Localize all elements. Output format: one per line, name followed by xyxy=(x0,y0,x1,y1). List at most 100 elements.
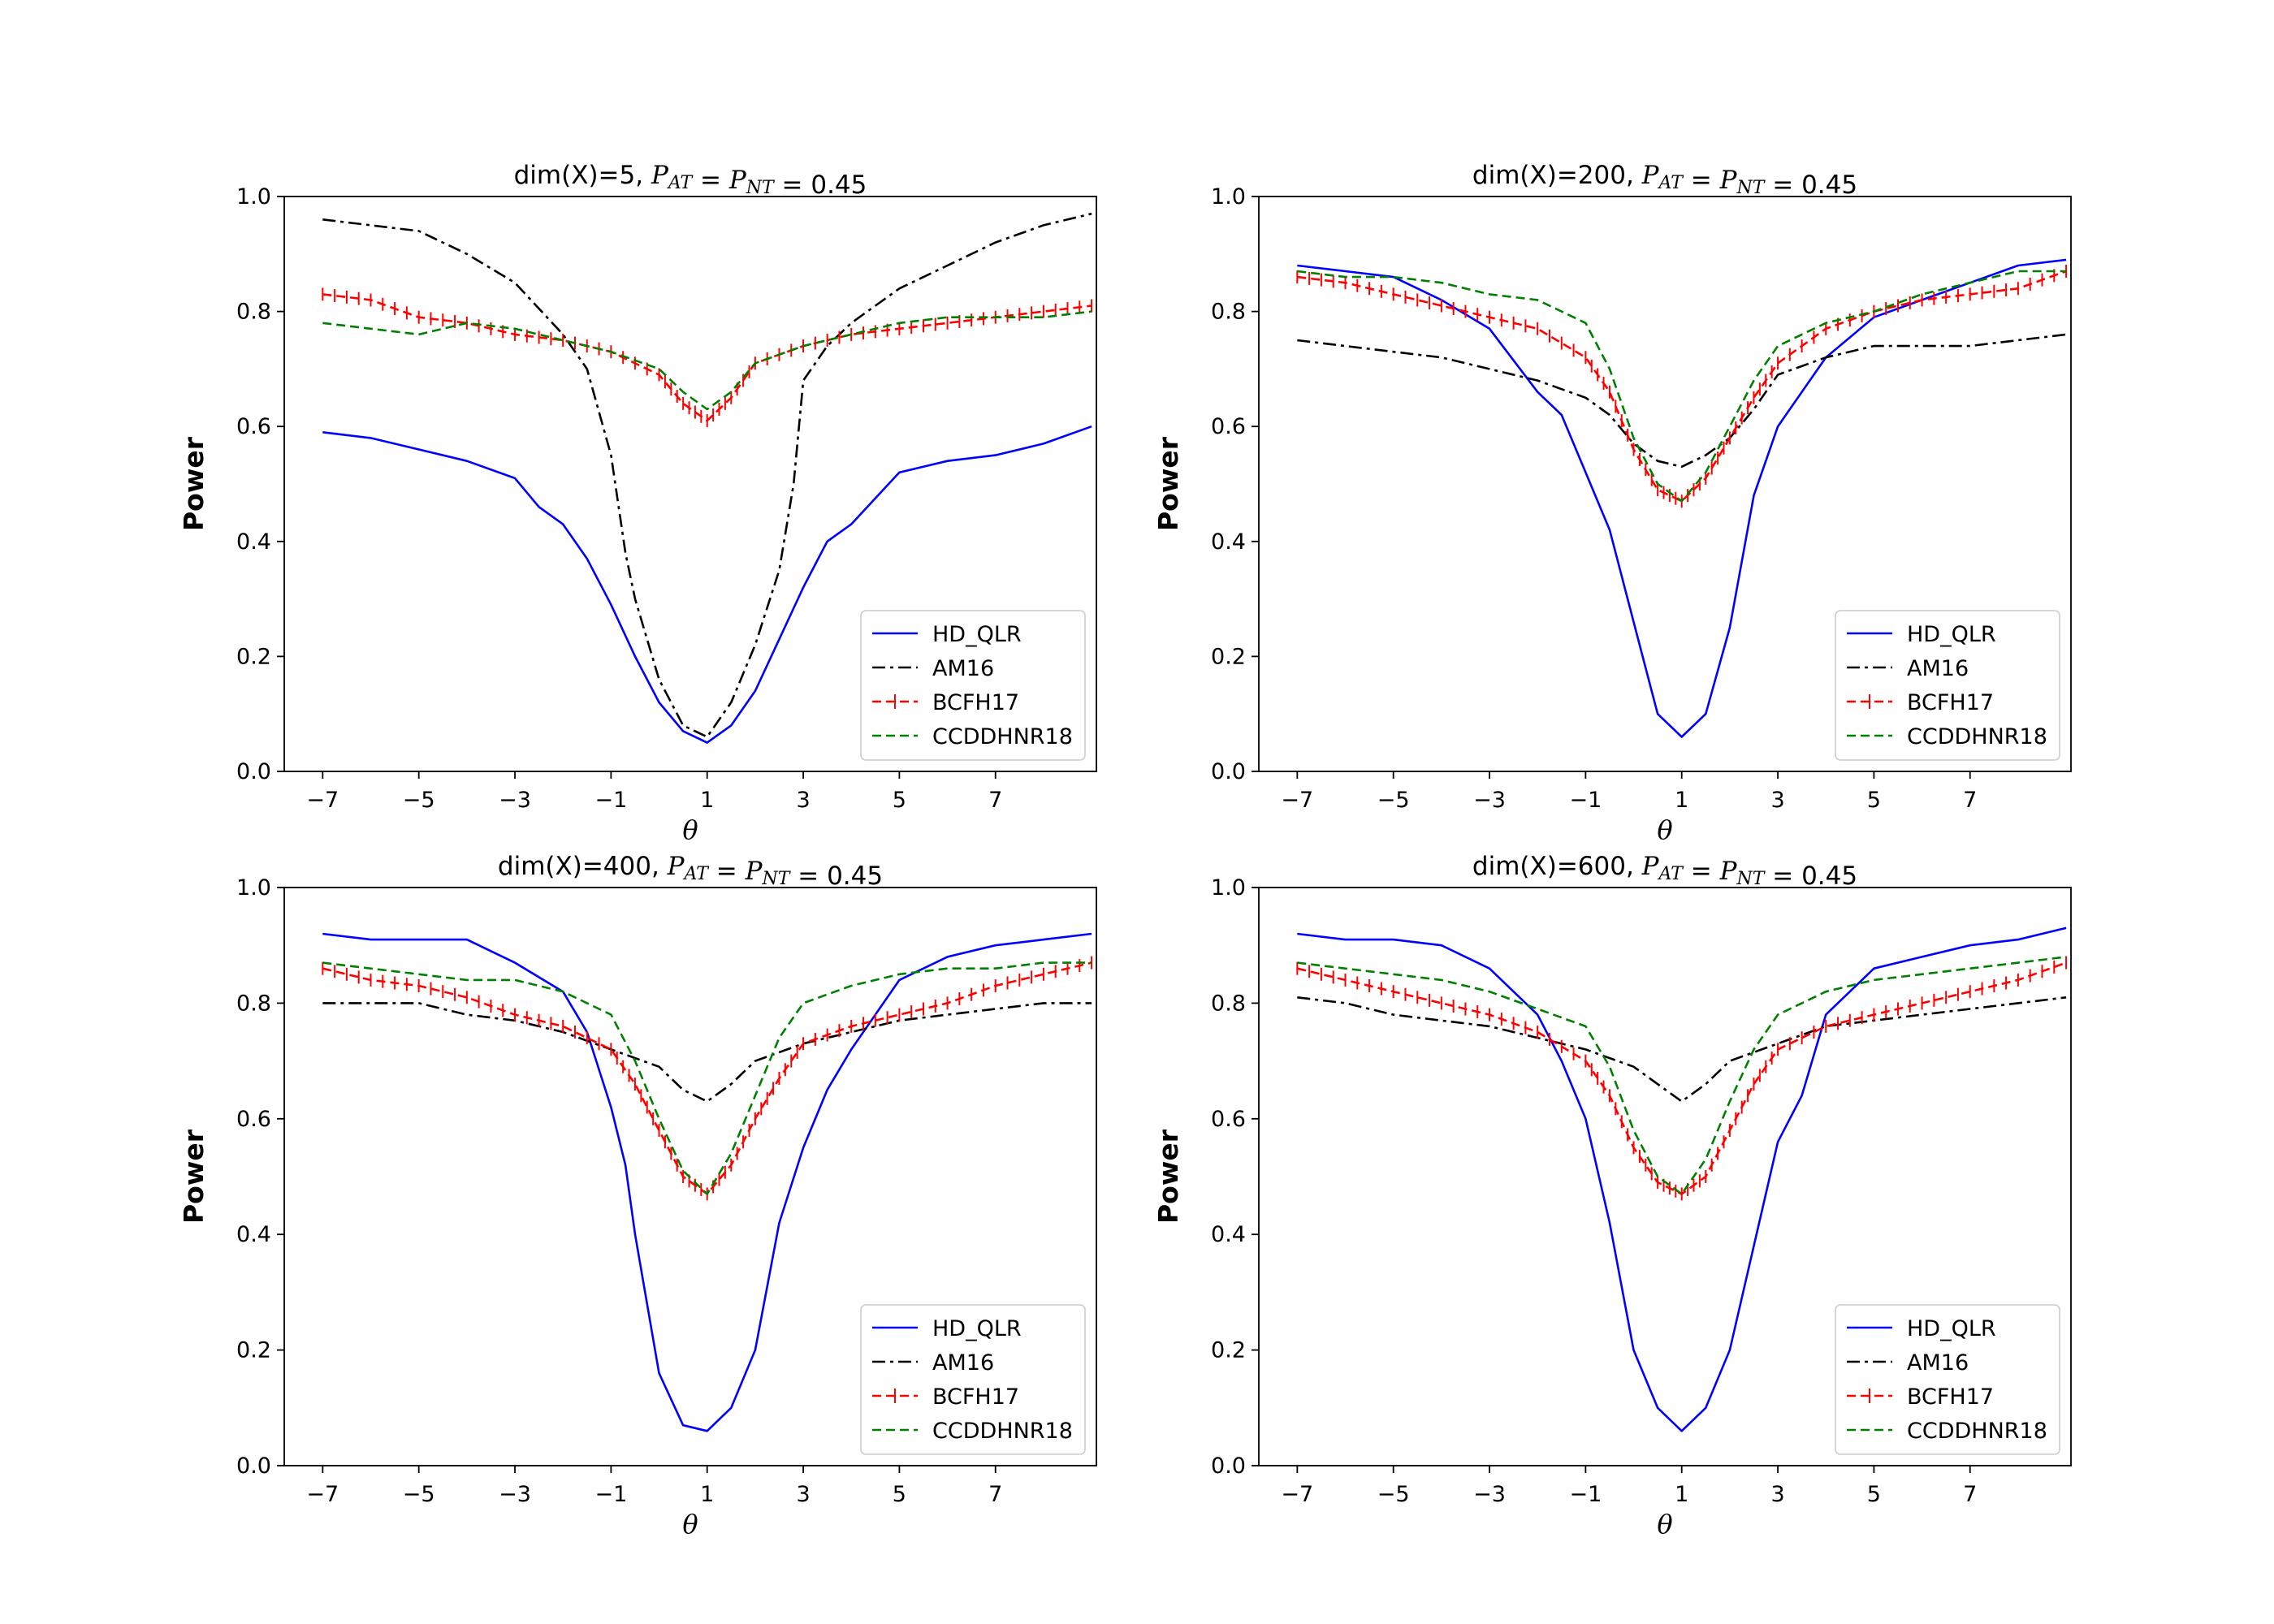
x-tick-label: −3 xyxy=(1473,788,1506,813)
x-tick-label: −1 xyxy=(1569,1482,1602,1507)
x-tick-label: 3 xyxy=(1770,788,1784,813)
x-tick-label: −7 xyxy=(1281,1482,1313,1507)
y-tick-label: 0.8 xyxy=(236,991,271,1016)
y-tick-label: 0.4 xyxy=(236,529,271,555)
series-line-hd_qlr xyxy=(1297,926,2067,1432)
subplot-title: dim(X)=400, PAT = PNT = 0.45 xyxy=(498,852,883,891)
x-tick-label: 7 xyxy=(1963,1482,1977,1507)
legend-box xyxy=(860,610,1086,761)
series-line-bcfh17 xyxy=(1296,961,2067,1195)
x-tick-label: 1 xyxy=(1675,1482,1688,1507)
legend: HD_QLR AM16 BCFH17 CCDDHNR18 xyxy=(860,1304,1086,1455)
series-line-am16 xyxy=(322,212,1092,738)
subplot-4: 0.0 0.2 0.4 0.6 0.8 1.0 −7 −5 −3 −1 1 3 5 7 θ Power dim(… xyxy=(1152,852,2072,1540)
y-tick-label: 0.6 xyxy=(236,1107,271,1132)
x-tick-label: 3 xyxy=(796,788,810,813)
legend-label: AM16 xyxy=(932,656,994,681)
subplot-title: dim(X)=5, PAT = PNT = 0.45 xyxy=(514,161,867,200)
legend-label: BCFH17 xyxy=(1907,690,1994,715)
y-tick-label: 0.2 xyxy=(1211,644,1246,669)
y-tick-label: 1.0 xyxy=(1211,875,1246,901)
x-tick-label: −1 xyxy=(594,788,627,813)
x-tick-label: −5 xyxy=(403,1482,435,1507)
y-tick-label: 0.0 xyxy=(236,759,271,784)
y-tick-label: 0.4 xyxy=(1211,529,1246,555)
y-tick-label: 1.0 xyxy=(236,184,271,209)
legend-box xyxy=(1835,610,2060,761)
x-tick-label: 3 xyxy=(796,1482,810,1507)
x-tick-label: 1 xyxy=(700,788,714,813)
y-tick-label: 0.2 xyxy=(236,1338,271,1363)
y-tick-label: 1.0 xyxy=(1211,184,1246,209)
legend-label: HD_QLR xyxy=(932,1316,1022,1341)
axes-frame xyxy=(283,196,1097,772)
legend-label: AM16 xyxy=(1907,1350,1969,1376)
legend-label: HD_QLR xyxy=(1907,622,1996,647)
x-tick-label: 5 xyxy=(1867,788,1881,813)
x-tick-label: 3 xyxy=(1770,1482,1784,1507)
series-line-bcfh17 xyxy=(322,293,1092,422)
legend-label: CCDDHNR18 xyxy=(932,1419,1073,1444)
x-axis-label: θ xyxy=(1657,1509,1672,1540)
x-tick-label: 5 xyxy=(1867,1482,1881,1507)
legend-label: HD_QLR xyxy=(932,622,1022,647)
axes-frame xyxy=(283,887,1097,1466)
series-line-ccddhnr18 xyxy=(1297,270,2067,503)
x-tick-label: −7 xyxy=(306,788,339,813)
legend-label: AM16 xyxy=(932,1350,994,1376)
series-line-ccddhnr18 xyxy=(322,961,1092,1195)
y-tick-label: 1.0 xyxy=(236,875,271,901)
legend-label: HD_QLR xyxy=(1907,1316,1996,1341)
y-tick-label: 0.8 xyxy=(236,300,271,325)
x-tick-label: −1 xyxy=(594,1482,627,1507)
subplot-1: 0.0 0.2 0.4 0.6 0.8 1.0 −7 −5 −3 −1 1 3 5 7 θ Power dim(… xyxy=(178,161,1097,845)
x-tick-label: −3 xyxy=(499,1482,531,1507)
y-axis-label: Power xyxy=(1152,436,1184,531)
y-axis-label: Power xyxy=(178,436,210,531)
y-tick-label: 0.6 xyxy=(1211,414,1246,439)
series-line-bcfh17 xyxy=(1297,270,2067,503)
x-tick-label: 5 xyxy=(893,788,906,813)
y-tick-label: 0.0 xyxy=(1211,759,1246,784)
series-line-ccddhnr18 xyxy=(1297,956,2067,1195)
legend-label: CCDDHNR18 xyxy=(1907,724,2047,749)
series-line-am16 xyxy=(1297,996,2067,1103)
x-tick-label: 1 xyxy=(1675,788,1688,813)
legend-label: CCDDHNR18 xyxy=(1907,1419,2047,1444)
x-tick-label: −7 xyxy=(306,1482,339,1507)
x-axis-label: θ xyxy=(682,814,698,845)
legend-label: BCFH17 xyxy=(932,690,1019,715)
y-axis-label: Power xyxy=(178,1129,210,1224)
legend-label: CCDDHNR18 xyxy=(932,724,1073,749)
subplot-2: 0.0 0.2 0.4 0.6 0.8 1.0 −7 −5 −3 −1 1 3 5 7 θ Power dim(… xyxy=(1152,161,2072,845)
y-tick-label: 0.6 xyxy=(236,414,271,439)
legend-label: BCFH17 xyxy=(1907,1384,1994,1410)
series-line-ccddhnr18 xyxy=(322,310,1092,411)
x-tick-label: −3 xyxy=(499,788,531,813)
x-tick-label: −5 xyxy=(1377,1482,1410,1507)
axes-frame xyxy=(1258,196,2072,772)
x-tick-label: 1 xyxy=(700,1482,714,1507)
x-tick-label: 7 xyxy=(988,1482,1002,1507)
series-line-bcfh17 xyxy=(322,961,1092,1195)
x-tick-label: −5 xyxy=(403,788,435,813)
series-line-hd_qlr xyxy=(322,932,1092,1432)
subplot-title: dim(X)=200, PAT = PNT = 0.45 xyxy=(1472,161,1857,200)
legend-label: BCFH17 xyxy=(932,1384,1019,1410)
y-tick-label: 0.8 xyxy=(1211,991,1246,1016)
y-tick-label: 0.6 xyxy=(1211,1107,1246,1132)
series-line-hd_qlr xyxy=(1297,258,2067,738)
x-axis-label: θ xyxy=(1657,814,1672,845)
legend-label: AM16 xyxy=(1907,656,1969,681)
legend: HD_QLR AM16 BCFH17 CCDDHNR18 xyxy=(1835,1304,2060,1455)
legend: HD_QLR AM16 BCFH17 CCDDHNR18 xyxy=(860,610,1086,761)
subplot-3: 0.0 0.2 0.4 0.6 0.8 1.0 −7 −5 −3 −1 1 3 5 7 θ Power dim(… xyxy=(178,852,1097,1540)
y-tick-label: 0.0 xyxy=(1211,1453,1246,1479)
y-tick-label: 0.4 xyxy=(236,1222,271,1247)
series-line-am16 xyxy=(1297,333,2067,469)
x-tick-label: 7 xyxy=(1963,788,1977,813)
series-line-hd_qlr xyxy=(322,425,1092,744)
series-line-am16 xyxy=(322,1002,1092,1103)
axes-frame xyxy=(1258,887,2072,1466)
x-tick-label: −7 xyxy=(1281,788,1313,813)
